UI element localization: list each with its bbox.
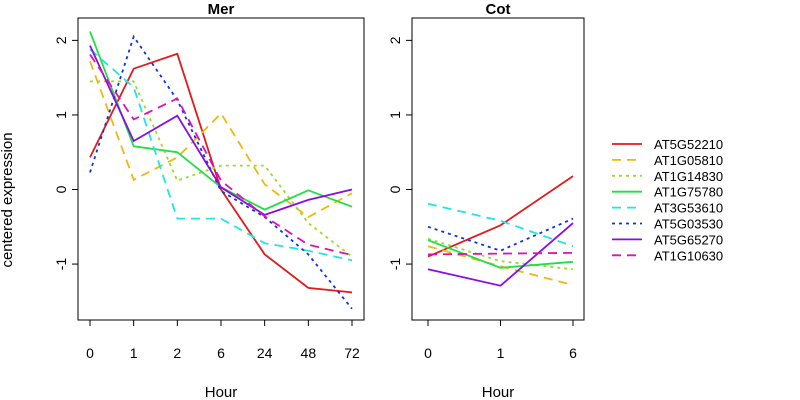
plot-frame	[411, 17, 585, 321]
series-line-at3g53610	[89, 48, 353, 262]
y-tick-label: -1	[53, 258, 69, 271]
legend-item: AT3G53610	[612, 201, 723, 216]
x-tick-label: 0	[86, 345, 94, 361]
legend-label: AT1G10630	[654, 248, 723, 263]
panel-mer: Mer -1 0 1 2 0 1 2 6 24 48 72 Hour	[53, 1, 365, 400]
series-line-at1g14830	[90, 80, 353, 258]
legend-item: AT1G14830	[612, 169, 723, 184]
legend-item: AT1G05810	[612, 153, 723, 168]
x-tick-label: 72	[344, 345, 360, 361]
x-tick-label: 24	[257, 345, 273, 361]
panel-title: Cot	[486, 1, 511, 18]
x-tick-label: 48	[301, 345, 317, 361]
series-line-at1g10630	[89, 53, 353, 256]
y-tick-label: 2	[387, 36, 403, 44]
x-tick-label: 1	[130, 345, 138, 361]
series-line-at5g65270	[89, 45, 353, 216]
x-axis-label: Hour	[482, 384, 515, 400]
y-tick-label: -1	[387, 258, 403, 271]
x-tick-label: 6	[569, 345, 577, 361]
series-line-at5g65270	[427, 222, 574, 287]
y-tick-label: 2	[53, 36, 69, 44]
x-tick-label: 2	[173, 345, 181, 361]
panel-cot: Cot -1 0 1 2 0 1 6 Hour	[387, 1, 585, 400]
series-line-at5g52210	[89, 52, 353, 294]
series-line-at3g53610	[427, 202, 574, 248]
series-line-at1g05810	[427, 245, 574, 286]
legend-label: AT1G14830	[654, 169, 723, 184]
panel-title: Mer	[208, 1, 235, 18]
x-tick-label: 0	[424, 345, 432, 361]
series-line-at1g10630	[427, 252, 574, 256]
legend-label: AT5G65270	[654, 232, 723, 247]
legend-item: AT1G10630	[612, 248, 723, 263]
y-tick-label: 0	[53, 185, 69, 193]
legend-item: AT1G75780	[612, 185, 723, 200]
legend-label: AT5G03530	[654, 217, 723, 232]
y-tick-label: 0	[387, 185, 403, 193]
series-line-at1g75780	[427, 239, 574, 269]
legend-label: AT3G53610	[654, 201, 723, 216]
legend-item: AT5G03530	[612, 217, 723, 232]
legend-label: AT5G52210	[654, 137, 723, 152]
x-tick-label: 1	[497, 345, 505, 361]
legend-item: AT5G52210	[612, 137, 723, 152]
legend: AT5G52210AT1G05810AT1G14830AT1G75780AT3G…	[612, 137, 723, 263]
y-axis-label: centered expression	[0, 132, 16, 267]
chart-panels: Mer -1 0 1 2 0 1 2 6 24 48 72 Hour Cot -1 0 1 2 0 1 6 Hour	[53, 1, 585, 400]
series-line-at5g03530	[89, 34, 353, 310]
y-tick-label: 1	[53, 111, 69, 119]
plot-frame	[77, 17, 365, 321]
x-axis-label: Hour	[205, 384, 238, 400]
series-line-at1g75780	[89, 31, 353, 211]
legend-label: AT1G75780	[654, 185, 723, 200]
series-line-at5g52210	[427, 175, 574, 258]
legend-label: AT1G05810	[654, 153, 723, 168]
legend-item: AT5G65270	[612, 232, 723, 247]
x-tick-label: 6	[217, 345, 225, 361]
y-tick-label: 1	[387, 111, 403, 119]
series-line-at1g05810	[89, 60, 353, 219]
